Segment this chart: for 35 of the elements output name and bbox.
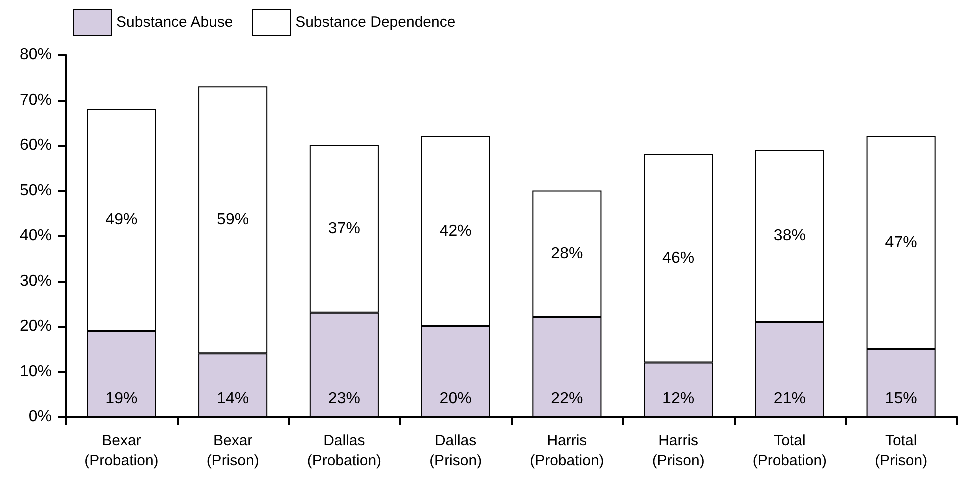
data-label: 38%: [774, 228, 806, 244]
data-label: 49%: [106, 212, 138, 229]
x-tick-label: Bexar (Probation): [84, 432, 159, 470]
x-tick-label: Dallas (Probation): [307, 432, 382, 470]
legend-label: Substance Abuse: [116, 14, 234, 31]
data-label: 21%: [774, 390, 806, 408]
y-tick-label: 20%: [20, 318, 52, 335]
y-tick-label: 30%: [20, 272, 52, 290]
y-tick-label: 40%: [20, 228, 52, 244]
y-tick-label: 60%: [20, 137, 52, 154]
data-label: 46%: [662, 250, 695, 268]
x-tick-label: Harris (Probation): [530, 432, 604, 470]
data-label: 22%: [551, 390, 584, 408]
data-label: 15%: [885, 390, 918, 408]
data-label: 14%: [217, 390, 250, 408]
data-label: 47%: [885, 234, 918, 252]
data-label: 37%: [328, 220, 360, 238]
y-tick-label: 80%: [20, 46, 52, 64]
data-label: 20%: [440, 390, 472, 408]
legend-label: Substance Dependence: [296, 14, 456, 31]
data-label: 12%: [662, 390, 695, 408]
y-tick-label: 0%: [28, 408, 52, 426]
x-tick-label: Total (Prison): [875, 432, 928, 470]
y-tick-label: 50%: [20, 182, 52, 200]
data-label: 59%: [217, 212, 250, 229]
x-tick-label: Dallas (Prison): [430, 432, 482, 470]
x-tick-label: Total (Probation): [752, 432, 828, 470]
data-label: 19%: [106, 390, 138, 408]
data-label: 23%: [328, 390, 360, 408]
x-tick-label: Bexar (Prison): [206, 432, 260, 470]
y-tick-label: 10%: [20, 363, 52, 380]
data-label: 28%: [551, 246, 584, 263]
x-tick-label: Harris (Prison): [652, 432, 705, 470]
y-tick-label: 70%: [20, 92, 52, 109]
data-label: 42%: [440, 222, 472, 240]
